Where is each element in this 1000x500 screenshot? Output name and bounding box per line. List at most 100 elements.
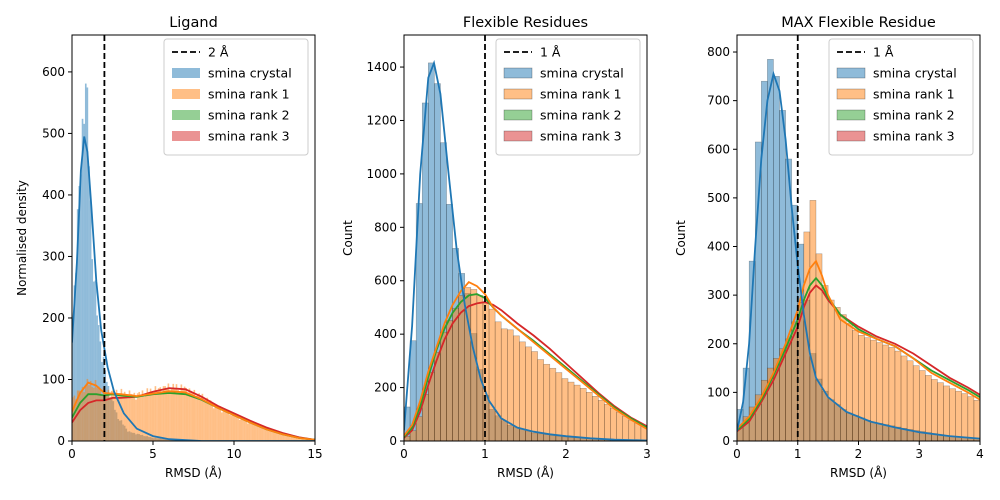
- histogram-bar: [174, 389, 176, 441]
- histogram-bar: [470, 289, 478, 441]
- histogram-bar: [779, 348, 786, 441]
- histogram-bar: [106, 392, 108, 441]
- histogram-bar: [135, 399, 137, 441]
- histogram-bar: [96, 387, 98, 441]
- y-tick-label: 400: [707, 240, 730, 254]
- legend-swatch: [503, 67, 533, 79]
- histogram-bar: [83, 392, 85, 441]
- x-tick-label: 0: [400, 447, 408, 461]
- histogram-bar: [109, 396, 111, 441]
- kde-line-smina-rank-1: [404, 280, 647, 437]
- histogram-bar: [500, 328, 508, 441]
- histogram-bar: [86, 378, 89, 441]
- histogram-bar: [592, 396, 599, 441]
- y-tick-label: 1000: [366, 167, 397, 181]
- histogram-bar: [573, 384, 581, 441]
- histogram-bar: [164, 386, 166, 441]
- kde-line-smina-rank-2: [404, 293, 647, 438]
- histogram-bar: [586, 392, 593, 441]
- bars-smina-rank-1: [737, 200, 980, 441]
- histogram-bar: [84, 83, 87, 441]
- histogram-bar: [276, 431, 278, 441]
- y-tick-label: 1400: [366, 60, 397, 74]
- histogram-bar: [870, 339, 877, 441]
- histogram-bar: [973, 400, 980, 441]
- kde-line-smina-rank-3: [737, 284, 980, 433]
- histogram-bar: [248, 421, 251, 441]
- histogram-bar: [141, 390, 144, 441]
- histogram-bar: [259, 427, 262, 441]
- kde-line-smina-rank-1: [737, 259, 980, 430]
- histogram-bar: [198, 393, 200, 441]
- histogram-bar: [96, 315, 98, 441]
- histogram-bar: [217, 407, 220, 441]
- histogram-bar: [73, 285, 76, 441]
- histogram-bar: [180, 384, 183, 441]
- y-tick-label: 200: [707, 337, 730, 351]
- legend-swatch: [172, 68, 200, 78]
- histogram-bar: [93, 387, 95, 441]
- histogram-bar: [295, 435, 298, 441]
- x-tick-label: 3: [915, 447, 923, 461]
- y-tick-label: 800: [374, 220, 397, 234]
- legend-swatch: [172, 131, 200, 141]
- legend-label: smina crystal: [208, 66, 292, 81]
- histogram-bar: [531, 351, 538, 441]
- y-tick-label: 0: [57, 434, 65, 448]
- x-tick-label: 1: [794, 447, 802, 461]
- histogram-bar: [225, 412, 228, 441]
- histogram-bar: [177, 389, 179, 441]
- histogram-bar: [840, 314, 847, 441]
- y-tick-label: 0: [389, 434, 397, 448]
- histogram-bar: [279, 432, 281, 441]
- y-axis-label: Normalised density: [15, 180, 29, 296]
- histogram-bar: [238, 419, 241, 441]
- histogram-bar: [91, 387, 94, 441]
- histogram-bar: [157, 388, 160, 441]
- histogram-bar: [159, 387, 162, 441]
- x-tick-label: 4: [976, 447, 984, 461]
- y-axis-label: Count: [674, 220, 688, 256]
- histogram-bar: [107, 389, 110, 441]
- histogram-bar: [846, 322, 853, 441]
- histogram-bar: [178, 392, 181, 441]
- histogram-bar: [161, 394, 163, 441]
- histogram-bar: [912, 365, 920, 441]
- histogram-bar: [297, 436, 299, 441]
- histogram-bar: [604, 404, 611, 441]
- y-tick-label: 400: [374, 327, 397, 341]
- histogram-bar: [153, 394, 155, 441]
- histogram-bar: [193, 389, 196, 441]
- histogram-bar: [919, 370, 926, 441]
- histogram-bar: [190, 390, 192, 441]
- subplot-1: 0 5 10 15 0 100 200 300 400 500 600 Ligand RMSD (Å) N…: [15, 15, 323, 480]
- kde-line-smina-rank-1: [72, 381, 315, 441]
- histogram-bar: [88, 166, 90, 441]
- legend: 1 Å smina crystal smina rank 1 smina rank 2…: [495, 38, 641, 156]
- histogram-bar: [876, 342, 884, 441]
- histogram-bar: [97, 386, 100, 441]
- histogram-bar: [282, 433, 285, 441]
- y-tick-label: 300: [707, 288, 730, 302]
- y-tick-label: 1200: [366, 113, 397, 127]
- histogram-bar: [242, 419, 244, 441]
- histogram-bar: [133, 392, 136, 441]
- histogram-bar: [196, 395, 199, 441]
- histogram-bar: [138, 391, 141, 441]
- histogram-bar: [256, 425, 259, 441]
- histogram-bar: [80, 174, 82, 441]
- histogram-bar: [188, 388, 191, 441]
- histogram-bar: [118, 395, 121, 441]
- histogram-bar: [289, 435, 291, 441]
- histogram-bar: [622, 416, 630, 441]
- histogram-bar: [229, 414, 231, 441]
- histogram-bar: [81, 386, 84, 441]
- histogram-bar: [258, 425, 260, 441]
- histogram-bar: [204, 402, 207, 441]
- histogram-bar: [284, 433, 286, 441]
- histogram-bar: [75, 272, 77, 441]
- histogram-bar: [143, 396, 145, 441]
- subplot-2: 0 1 2 3 0 200 400 600 800 1000 1200 1400 Flexible Re…: [341, 15, 651, 480]
- histogram-bar: [227, 409, 230, 441]
- histogram-bar: [154, 386, 157, 441]
